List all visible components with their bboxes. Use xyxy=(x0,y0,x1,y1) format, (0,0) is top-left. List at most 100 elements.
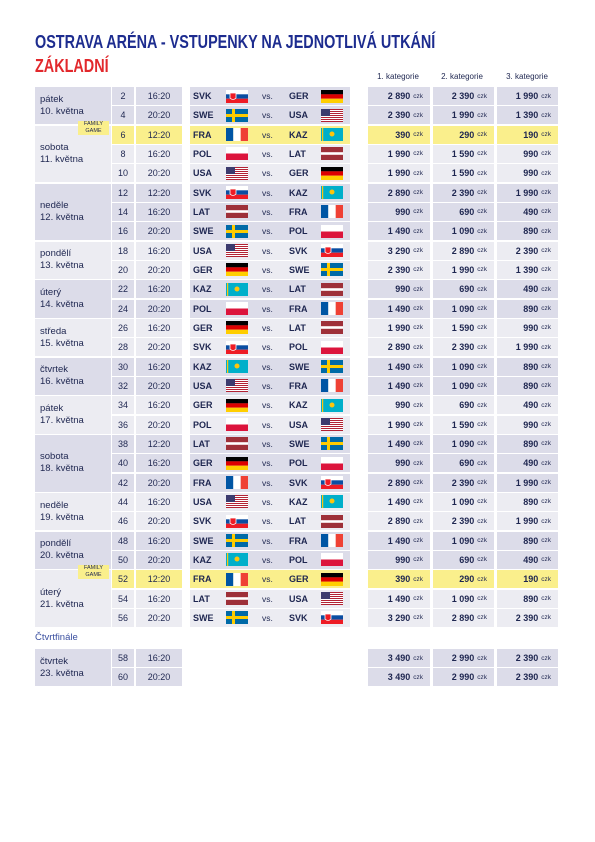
price: 2 390 xyxy=(451,516,475,527)
flag-icon xyxy=(321,456,343,470)
flag-icon xyxy=(321,379,343,393)
time-cell xyxy=(136,396,182,415)
time: 20:20 xyxy=(147,264,171,275)
time: 16:20 xyxy=(147,206,171,217)
home-team: GER xyxy=(193,400,213,411)
vs: vs. xyxy=(262,342,273,353)
category-header: 2. kategorie xyxy=(441,71,483,81)
vs: vs. xyxy=(262,226,273,237)
match-no-cell xyxy=(112,550,134,569)
match-no-cell xyxy=(112,608,134,627)
price: 1 090 xyxy=(451,226,475,237)
price-cell: 2 390 czk xyxy=(433,183,494,202)
currency: czk xyxy=(541,92,551,100)
price-cell: 1 990 czk xyxy=(368,144,430,163)
currency: czk xyxy=(413,227,423,235)
price: 1 090 xyxy=(451,496,475,507)
price-cell: 490 czk xyxy=(497,454,558,473)
price-cell: 890 czk xyxy=(497,222,558,241)
currency: czk xyxy=(477,150,487,158)
currency: czk xyxy=(541,614,551,622)
price-cell: 1 990 czk xyxy=(368,415,430,434)
flag-icon xyxy=(226,514,248,528)
time: 20:20 xyxy=(147,380,171,391)
time-cell xyxy=(136,106,182,125)
match-no: 10 xyxy=(117,168,128,179)
price: 2 390 xyxy=(387,264,411,275)
day: čtvrtek xyxy=(40,655,68,667)
match-no-cell xyxy=(112,454,134,473)
price-cell: 990 czk xyxy=(368,550,430,569)
price-cell: 2 390 czk xyxy=(497,649,558,667)
flag xyxy=(321,282,343,296)
away-team: POL xyxy=(289,554,308,565)
day-label: čtvrtek 16. května xyxy=(40,364,84,388)
away-team: GER xyxy=(289,168,309,179)
flag-icon xyxy=(321,611,343,625)
price: 2 890 xyxy=(387,91,411,101)
time-cell xyxy=(136,299,182,318)
flag-icon xyxy=(226,398,248,412)
flag-icon xyxy=(226,534,248,548)
price: 390 xyxy=(395,574,411,585)
currency: czk xyxy=(413,169,423,177)
currency: czk xyxy=(413,150,423,158)
home-team: USA xyxy=(193,245,213,256)
flag-icon xyxy=(226,592,248,606)
family-badge: FAMILY GAME xyxy=(78,120,109,135)
price-cell: 490 czk xyxy=(497,550,558,569)
match-no-cell xyxy=(112,260,134,279)
flag xyxy=(321,437,343,451)
date: 17. května xyxy=(40,414,84,426)
flag xyxy=(226,302,248,316)
vs: vs. xyxy=(262,516,273,527)
time: 12:20 xyxy=(147,187,171,198)
match-no: 26 xyxy=(117,322,128,333)
flag xyxy=(226,379,248,393)
home-team: SWE xyxy=(193,110,214,121)
time-cell xyxy=(136,125,182,144)
time: 20:20 xyxy=(147,303,171,314)
currency: czk xyxy=(477,285,487,293)
price: 990 xyxy=(523,148,539,159)
price: 2 390 xyxy=(515,612,539,623)
price: 1 490 xyxy=(387,496,411,507)
currency: czk xyxy=(477,654,487,662)
price-cell: 990 czk xyxy=(368,280,430,299)
currency: czk xyxy=(541,440,551,448)
price: 2 890 xyxy=(387,516,411,527)
flag xyxy=(226,205,248,219)
price-cell: 690 czk xyxy=(433,454,494,473)
price-cell: 1 490 czk xyxy=(368,222,430,241)
day-cell xyxy=(35,318,111,357)
flag-icon xyxy=(226,263,248,277)
currency: czk xyxy=(541,131,551,139)
price: 1 990 xyxy=(451,110,475,121)
match-no-cell xyxy=(112,376,134,395)
flag-icon xyxy=(226,418,248,432)
currency: czk xyxy=(477,227,487,235)
flag-icon xyxy=(226,495,248,509)
time-cell xyxy=(136,454,182,473)
day: středa xyxy=(40,325,67,337)
price: 1 090 xyxy=(451,593,475,604)
time: 16:20 xyxy=(147,245,171,256)
price: 690 xyxy=(459,458,475,469)
price-cell: 2 990 czk xyxy=(433,668,494,687)
currency: czk xyxy=(413,189,423,197)
date: 16. května xyxy=(40,376,84,388)
price: 2 390 xyxy=(451,91,475,101)
match-no: 34 xyxy=(117,400,128,411)
price: 890 xyxy=(523,226,539,237)
vs: vs. xyxy=(262,438,273,449)
currency: czk xyxy=(541,363,551,371)
day-label: čtvrtek 23. května xyxy=(40,656,84,680)
flag xyxy=(321,302,343,316)
vs: vs. xyxy=(262,148,273,159)
time-cell xyxy=(136,202,182,221)
time: 16:20 xyxy=(147,322,171,333)
flag-icon xyxy=(321,534,343,548)
flag xyxy=(321,514,343,528)
price: 1 490 xyxy=(387,303,411,314)
currency: czk xyxy=(477,382,487,390)
